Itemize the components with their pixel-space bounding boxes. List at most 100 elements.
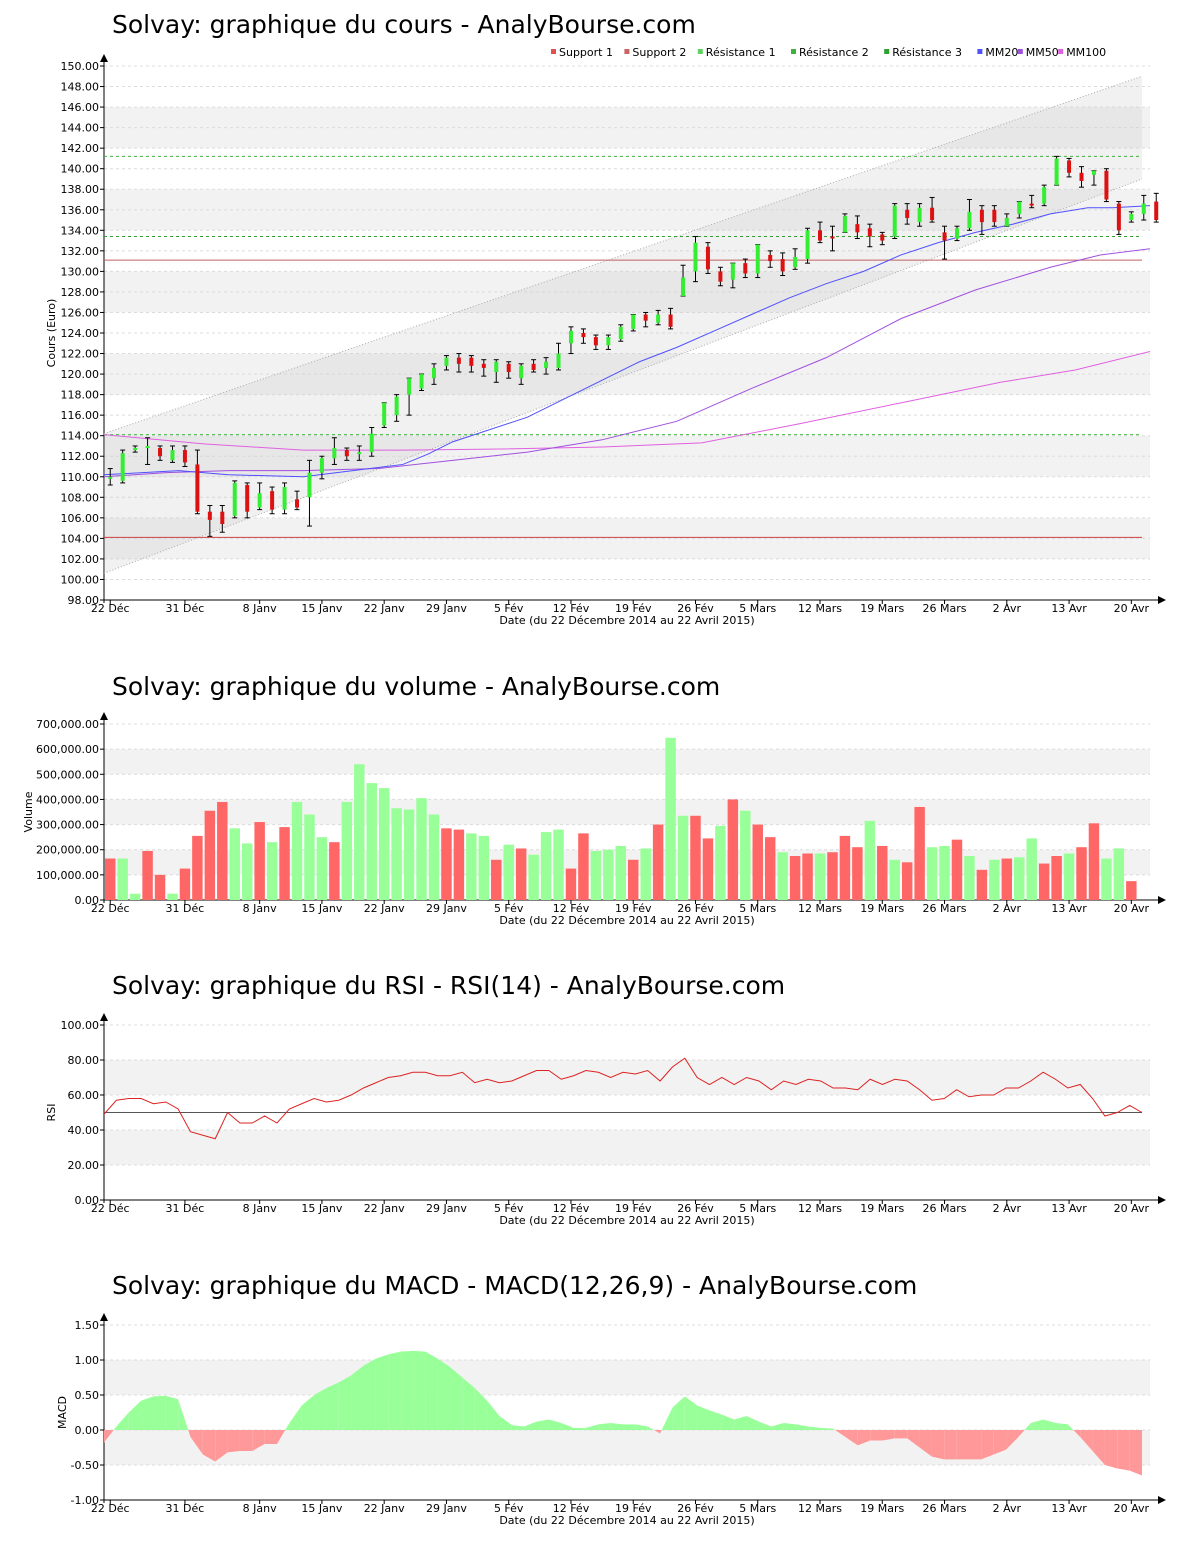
macd-area-segment [783, 1423, 796, 1430]
x-tick-label: 19 Mars [860, 902, 904, 915]
macd-area-segment [375, 1354, 389, 1430]
candle-body [369, 433, 374, 453]
y-axis-title: Cours (Euro) [45, 299, 58, 368]
candle-body [693, 242, 698, 272]
candle-body [1042, 187, 1047, 204]
x-axis-title: Date (du 22 Décembre 2014 au 22 Avril 20… [499, 914, 754, 927]
volume-bar [652, 824, 664, 900]
x-tick-label: 22 Déc [91, 1502, 130, 1515]
macd-area-segment [734, 1416, 747, 1430]
x-tick-label: 12 Fév [553, 1202, 590, 1215]
y-tick-label: 124.00 [61, 327, 100, 340]
candle-body [1067, 160, 1072, 173]
macd-area-segment [796, 1424, 809, 1430]
volume-bar [553, 829, 564, 900]
macd-area-segment [610, 1423, 623, 1430]
y-axis-title: Volume [22, 791, 35, 832]
macd-area-segment [289, 1405, 302, 1430]
y-tick-label: 500,000.00 [36, 768, 99, 781]
trend-channel-lower [103, 178, 1143, 574]
y-tick-label: 0.00 [75, 894, 100, 907]
macd-area-segment [969, 1430, 982, 1460]
macd-area-segment [882, 1430, 895, 1441]
x-tick-label: 19 Mars [860, 1202, 904, 1215]
volume-bar [403, 809, 415, 900]
x-tick-label: 29 Janv [426, 902, 467, 915]
volume-bar [827, 852, 838, 900]
candle-body [830, 236, 835, 239]
macd-area-segment [314, 1388, 327, 1430]
rsi-line [103, 1057, 1143, 1140]
candle-body [407, 378, 412, 395]
y-tick-label: 100.00 [61, 573, 100, 586]
x-tick-label: 29 Janv [426, 1502, 467, 1515]
y-axis-arrow [100, 54, 108, 62]
macd-area-segment [623, 1424, 636, 1430]
macd-area-segment [1092, 1430, 1105, 1465]
volume-bar [105, 858, 116, 900]
legend-swatch [624, 49, 630, 54]
macd-area-segment [116, 1412, 129, 1430]
legend-label: Support 2 [632, 46, 686, 59]
x-tick-label: 8 Janv [243, 902, 277, 915]
volume-panel: 0.00 100,000.00 200,000.00 300,000.00 400,00… [22, 712, 1166, 927]
macd-area-segment [128, 1400, 142, 1430]
candle-body [469, 357, 474, 366]
x-tick-label: 19 Fév [615, 902, 652, 915]
macd-area-segment [993, 1430, 1007, 1455]
y-tick-label: 400,000.00 [36, 793, 99, 806]
volume-bar [329, 842, 340, 900]
y-tick-label: 1.00 [75, 1354, 100, 1367]
candle-body [743, 263, 748, 274]
volume-bar [615, 845, 626, 900]
macd-area-segment [141, 1396, 154, 1430]
macd-area-segment [573, 1427, 586, 1430]
candle-body [556, 353, 561, 368]
candle-body [1079, 172, 1084, 182]
macd-area-segment [808, 1426, 821, 1430]
volume-bar [914, 806, 925, 900]
candle-body [1116, 203, 1121, 231]
volume-bar [964, 856, 975, 900]
y-tick-label: 0.00 [75, 1194, 100, 1207]
y-tick-label: 110.00 [61, 471, 100, 484]
volume-bar [839, 835, 851, 900]
macd-area-segment [1006, 1430, 1019, 1450]
candle-body [818, 230, 823, 241]
x-tick-label: 15 Janv [301, 1202, 342, 1215]
x-axis-arrow [1158, 1196, 1166, 1204]
candle-body [108, 476, 113, 479]
candle-body [357, 452, 362, 455]
volume-bar [466, 833, 477, 900]
volume-bar [1014, 857, 1025, 900]
volume-bar [453, 829, 465, 900]
y-tick-label: 106.00 [61, 512, 100, 525]
y-axis-arrow [100, 1313, 108, 1321]
volume-bar [690, 815, 701, 900]
macd-area-segment [450, 1367, 463, 1430]
grid-band [104, 824, 1150, 850]
x-tick-label: 12 Mars [798, 902, 842, 915]
x-tick-label: 5 Mars [739, 1202, 776, 1215]
candle-body [1029, 203, 1034, 206]
macd-area-segment [178, 1399, 189, 1430]
grid-band [104, 1130, 1150, 1165]
volume-bar [877, 845, 888, 900]
volume-bar [1038, 863, 1050, 900]
candle-body [419, 374, 424, 389]
volume-bar [640, 848, 651, 900]
volume-chart-title: Solvay: graphique du volume - AnalyBours… [112, 672, 721, 701]
x-axis-arrow [1158, 596, 1166, 604]
candle-body [456, 357, 461, 364]
candle-body [793, 257, 798, 268]
legend-swatch [1017, 49, 1023, 54]
price-panel: 98.00 100.00 102.00 104.00 106.00 108.00 110.0… [45, 46, 1166, 627]
legend-swatch [1058, 49, 1064, 54]
volume-bar [715, 825, 726, 900]
macd-area-segment [1080, 1430, 1093, 1451]
candle-body [307, 472, 312, 498]
macd-area-segment [833, 1428, 836, 1430]
legend-swatch [977, 49, 983, 54]
volume-bar [1088, 823, 1100, 900]
macd-area-segment [1129, 1430, 1142, 1476]
